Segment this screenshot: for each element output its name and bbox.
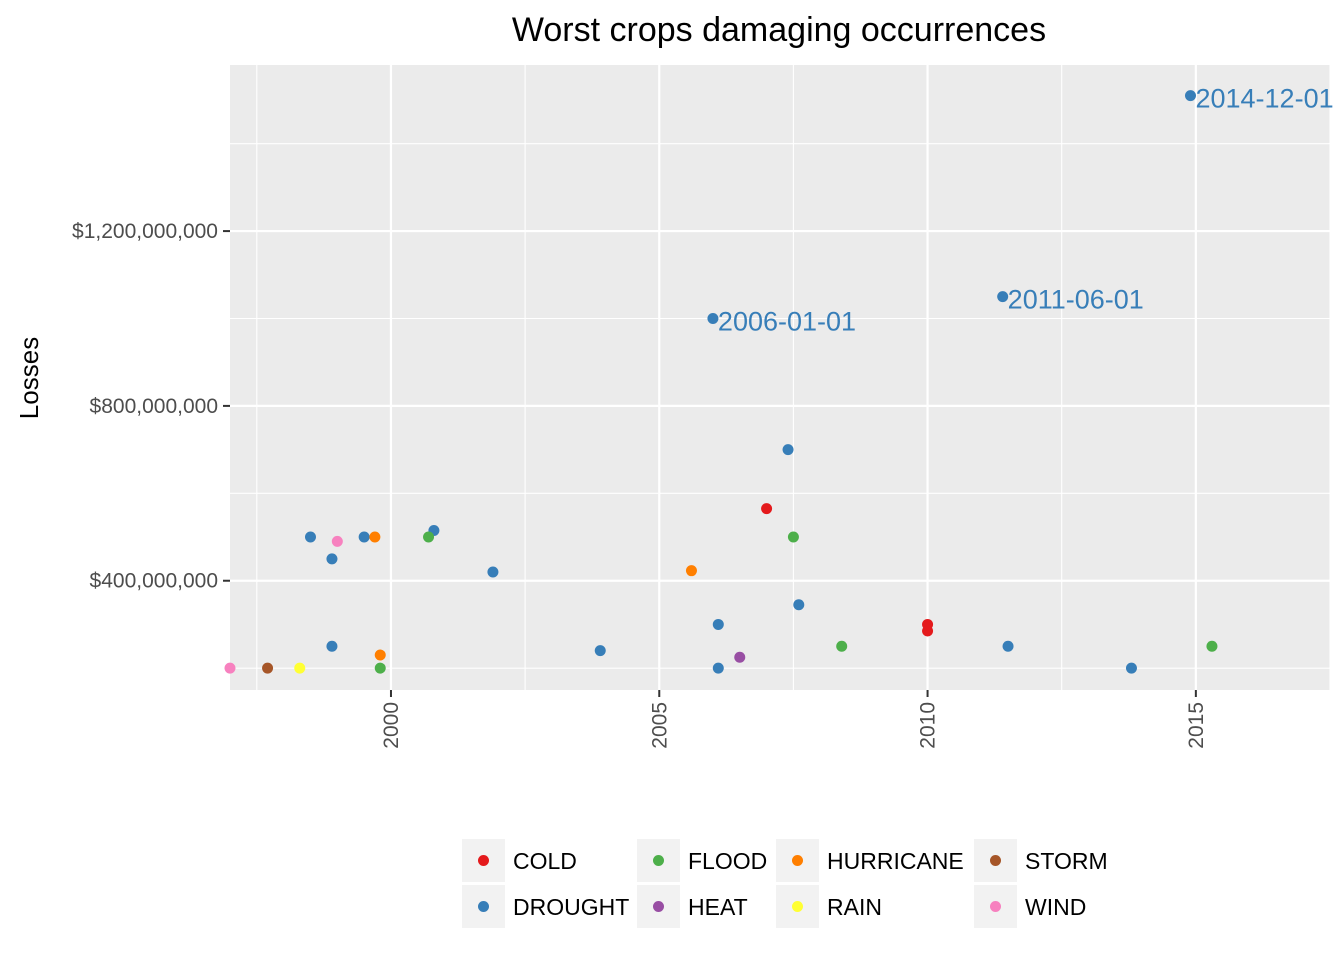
legend-symbol xyxy=(990,901,1001,912)
legend: COLD DROUGHT FLOOD HEAT HURRICANE RAIN STORM WI… xyxy=(462,839,1108,928)
legend-symbol xyxy=(478,855,489,866)
chart-title: Worst crops damaging occurrences xyxy=(512,11,1046,49)
legend-symbol xyxy=(792,901,803,912)
point-drought xyxy=(1184,90,1196,102)
point-drought xyxy=(707,312,719,324)
legend-label: COLD xyxy=(513,848,577,874)
legend-label: DROUGHT xyxy=(513,894,629,920)
legend-symbol xyxy=(990,855,1001,866)
point-cold xyxy=(922,625,934,637)
point-flood xyxy=(374,662,386,674)
legend-symbol xyxy=(478,901,489,912)
point-annotation: 2011-06-01 xyxy=(1008,285,1144,315)
point-drought xyxy=(487,566,499,578)
legend-symbol xyxy=(653,901,664,912)
legend-symbol xyxy=(792,855,803,866)
legend-label: FLOOD xyxy=(688,848,767,874)
point-drought xyxy=(712,662,724,674)
legend-label: HEAT xyxy=(688,894,748,920)
annotations: 2006-01-01 2011-06-01 2014-12-01 xyxy=(718,84,1334,337)
x-tick-label: 2000 xyxy=(380,702,403,749)
legend-symbol xyxy=(653,855,664,866)
point-cold xyxy=(761,503,773,515)
point-wind xyxy=(224,662,236,674)
legend-label: RAIN xyxy=(827,894,882,920)
point-drought xyxy=(997,291,1009,303)
point-flood xyxy=(787,531,799,543)
point-drought xyxy=(782,444,794,456)
point-rain xyxy=(294,662,306,674)
point-flood xyxy=(423,531,435,543)
legend-label: WIND xyxy=(1025,894,1086,920)
point-drought xyxy=(712,618,724,630)
data-points xyxy=(224,90,1218,674)
point-drought xyxy=(793,599,805,611)
y-axis-label: Losses xyxy=(14,337,44,419)
point-hurricane xyxy=(374,649,386,661)
point-heat xyxy=(734,651,746,663)
grid xyxy=(230,65,1331,690)
point-flood xyxy=(1206,640,1218,652)
y-tick-label: $400,000,000 xyxy=(90,570,218,593)
point-wind xyxy=(331,535,343,547)
y-tick-label: $800,000,000 xyxy=(90,395,218,418)
point-drought xyxy=(358,531,370,543)
point-drought xyxy=(1002,640,1014,652)
plot-panel xyxy=(230,65,1330,690)
x-tick-label: 2010 xyxy=(917,702,940,749)
point-hurricane xyxy=(685,565,697,577)
point-drought xyxy=(1125,662,1137,674)
point-drought xyxy=(594,645,606,657)
point-annotation: 2014-12-01 xyxy=(1195,84,1333,114)
point-drought xyxy=(326,640,338,652)
y-tick-label: $1,200,000,000 xyxy=(72,220,218,243)
axes: 2000 2005 2010 2015 $400,000,000 $800,000,000… xyxy=(72,220,1208,749)
point-hurricane xyxy=(369,531,381,543)
point-annotation: 2006-01-01 xyxy=(718,306,856,336)
legend-label: STORM xyxy=(1025,848,1108,874)
x-tick-label: 2005 xyxy=(648,702,671,749)
x-tick-label: 2015 xyxy=(1185,702,1208,749)
point-drought xyxy=(304,531,316,543)
point-flood xyxy=(836,640,848,652)
legend-label: HURRICANE xyxy=(827,848,964,874)
point-drought xyxy=(326,553,338,565)
point-storm xyxy=(262,662,274,674)
